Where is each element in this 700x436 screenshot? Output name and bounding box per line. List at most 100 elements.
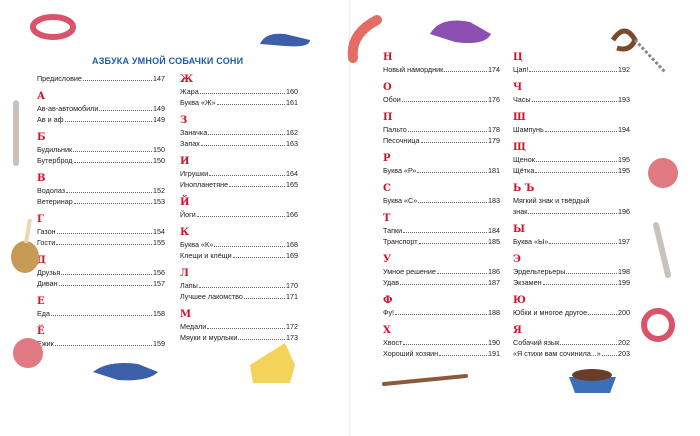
toc-entry[interactable]: Предисловие 147 <box>37 73 165 84</box>
page-number: 176 <box>488 95 500 104</box>
toc-entry[interactable]: Цап! 192 <box>513 64 630 75</box>
toc-entry[interactable]: Медали 172 <box>180 321 298 332</box>
toc-entry[interactable]: Собачий язык 202 <box>513 337 630 348</box>
toc-entry[interactable]: Буква «К» 168 <box>180 239 298 250</box>
toc-entry[interactable]: Удав 187 <box>383 277 500 288</box>
toc-entry[interactable]: Хороший хозяин 191 <box>383 348 500 359</box>
section-letter: Щ <box>513 142 526 153</box>
dot-leader <box>529 64 617 72</box>
toc-entry[interactable]: Бутерброд 150 <box>37 155 165 166</box>
toc-entry[interactable]: Песочница 179 <box>383 135 500 146</box>
toc-entry[interactable]: Жара 160 <box>180 86 298 97</box>
entry-title: Буква «Ы» <box>513 237 549 246</box>
entry-title: Пальто <box>383 125 407 134</box>
section-letter: Ё <box>37 326 45 337</box>
toc-entry[interactable]: Фу! 188 <box>383 307 500 318</box>
toc-section: С Буква «С» 183 <box>383 183 500 206</box>
toc-entry[interactable]: Йоги 166 <box>180 209 298 220</box>
dot-leader <box>199 86 285 94</box>
toc-entry[interactable]: Диван 157 <box>37 278 165 289</box>
toc-entry[interactable]: Мяуки и мурлыки 173 <box>180 332 298 343</box>
entry-title: Лучшее лакомство <box>180 292 243 301</box>
toc-section: Ж Жара 160 Буква «Ж» 161 <box>180 74 298 108</box>
toc-entry[interactable]: Новый намордник 174 <box>383 64 500 75</box>
toc-entry[interactable]: Обои 176 <box>383 94 500 105</box>
toc-column-3: Н Новый намордник 174 О Обои 176 П Пальто 178 Пес… <box>383 52 500 366</box>
toc-entry[interactable]: Буква «Р» 181 <box>383 165 500 176</box>
toc-entry[interactable]: Шампунь 194 <box>513 124 630 135</box>
toc-entry[interactable]: Тапки 184 <box>383 225 500 236</box>
toc-section: А Ав-ав-автомобили 149 Ав и аф 149 <box>37 91 165 125</box>
section-letter: Р <box>383 153 391 164</box>
slipper-illustration <box>93 363 158 381</box>
dot-leader <box>229 179 285 187</box>
toc-entry[interactable]: Мягкий знак и твёрдый <box>513 195 630 206</box>
toc-entry[interactable]: Ежик 159 <box>37 338 165 349</box>
section-letter: У <box>383 254 392 265</box>
toc-entry[interactable]: Щенок 195 <box>513 154 630 165</box>
toc-entry[interactable]: «Я стихи вам сочинила...» 203 <box>513 348 630 359</box>
toc-entry[interactable]: Буква «Ы» 197 <box>513 236 630 247</box>
toc-entry[interactable]: Юбки и многое другое 200 <box>513 307 630 318</box>
toc-entry[interactable]: Газон 154 <box>37 226 165 237</box>
toc-entry[interactable]: Ветеринар 153 <box>37 196 165 207</box>
page-number: 149 <box>153 104 165 113</box>
toc-entry[interactable]: знак 196 <box>513 206 630 217</box>
dot-leader <box>54 338 152 346</box>
toc-entry[interactable]: Заначка 162 <box>180 127 298 138</box>
bone-illustration <box>13 100 19 166</box>
toc-entry[interactable]: Транспорт 185 <box>383 236 500 247</box>
entry-title: Водолаз <box>37 186 66 195</box>
toc-entry[interactable]: Будильник 150 <box>37 144 165 155</box>
toc-entry[interactable]: Лучшее лакомство 171 <box>180 291 298 302</box>
toc-entry[interactable]: Клещи и клёщи 169 <box>180 250 298 261</box>
dot-leader <box>588 307 617 315</box>
toc-entry[interactable]: Пальто 178 <box>383 124 500 135</box>
dot-leader <box>73 144 152 152</box>
toc-entry[interactable]: Щётка 195 <box>513 165 630 176</box>
entry-title: Клещи и клёщи <box>180 251 232 260</box>
toc-section: Й Йоги 166 <box>180 197 298 220</box>
toc-entry[interactable]: Хвост 190 <box>383 337 500 348</box>
entry-title: Запах <box>180 139 200 148</box>
page-number: 196 <box>618 207 630 216</box>
section-letter: Й <box>180 197 190 208</box>
section-letter: М <box>180 309 192 320</box>
toc-entry[interactable]: Часы 193 <box>513 94 630 105</box>
toc-entry[interactable]: Еда 158 <box>37 308 165 319</box>
dot-leader <box>56 226 152 234</box>
page-number: 184 <box>488 226 500 235</box>
bone-illustration <box>653 222 671 278</box>
toc-entry[interactable]: Гости 155 <box>37 237 165 248</box>
entry-title: Юбки и многое другое <box>513 308 588 317</box>
toc-entry[interactable]: Умное решение 186 <box>383 266 500 277</box>
toc-entry[interactable]: Лапы 170 <box>180 280 298 291</box>
page-number: 197 <box>618 237 630 246</box>
dot-leader <box>196 209 285 217</box>
toc-entry[interactable]: Буква «С» 183 <box>383 195 500 206</box>
page-number: 203 <box>618 349 630 358</box>
entry-title: Экзамен <box>513 278 542 287</box>
toc-entry[interactable]: Ав-ав-автомобили 149 <box>37 103 165 114</box>
toc-entry[interactable]: Экзамен 199 <box>513 277 630 288</box>
entry-title: Газон <box>37 227 56 236</box>
collar-illustration <box>30 14 76 40</box>
page-number: 169 <box>286 251 298 260</box>
toc-entry[interactable]: Эрдельтерьеры 198 <box>513 266 630 277</box>
toc-section: Я Собачий язык 202 «Я стихи вам сочинила...… <box>513 325 630 359</box>
section-letter: Ж <box>180 74 194 85</box>
salami-illustration <box>648 158 678 188</box>
toc-entry[interactable]: Инопланетяне 165 <box>180 179 298 190</box>
toc-section: Э Эрдельтерьеры 198 Экзамен 199 <box>513 254 630 288</box>
dot-leader <box>528 206 617 214</box>
toc-entry[interactable]: Ав и аф 149 <box>37 114 165 125</box>
toc-entry[interactable]: Игрушки 164 <box>180 168 298 179</box>
dot-leader <box>549 236 617 244</box>
toc-entry[interactable]: Друзья 156 <box>37 267 165 278</box>
toc-section: Д Друзья 156 Диван 157 <box>37 255 165 289</box>
toc-entry[interactable]: Буква «Ж» 161 <box>180 97 298 108</box>
toc-entry[interactable]: Водолаз 152 <box>37 185 165 196</box>
dot-leader <box>601 348 617 356</box>
collar-illustration <box>641 308 675 342</box>
toc-entry[interactable]: Запах 163 <box>180 138 298 149</box>
